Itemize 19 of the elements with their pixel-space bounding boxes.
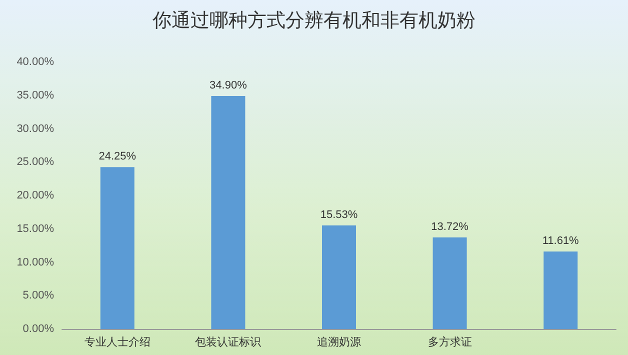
y-tick-label: 30.00% <box>16 122 54 135</box>
x-tick-label: 追溯奶源 <box>317 336 361 348</box>
chart-title: 你通过哪种方式分辨有机和非有机奶粉 <box>152 10 476 32</box>
y-tick-label: 40.00% <box>16 56 54 68</box>
y-tick-label: 15.00% <box>16 222 54 235</box>
x-tick-label: 多方求证 <box>428 336 472 348</box>
y-tick-label: 0.00% <box>22 323 54 335</box>
data-label: 13.72% <box>431 220 469 233</box>
data-label: 34.90% <box>210 80 248 92</box>
y-tick-label: 5.00% <box>22 290 54 302</box>
x-tick-label: 包装认证标识 <box>195 336 262 348</box>
data-label: 11.61% <box>542 235 580 248</box>
y-tick-label: 20.00% <box>16 190 54 202</box>
y-tick-label: 35.00% <box>16 89 54 102</box>
data-label: 15.53% <box>320 208 358 221</box>
y-tick-label: 10.00% <box>16 256 54 268</box>
y-tick-label: 25.00% <box>16 156 54 168</box>
data-label: 24.25% <box>98 150 136 163</box>
x-tick-label: 专业人士介绍 <box>84 336 150 348</box>
